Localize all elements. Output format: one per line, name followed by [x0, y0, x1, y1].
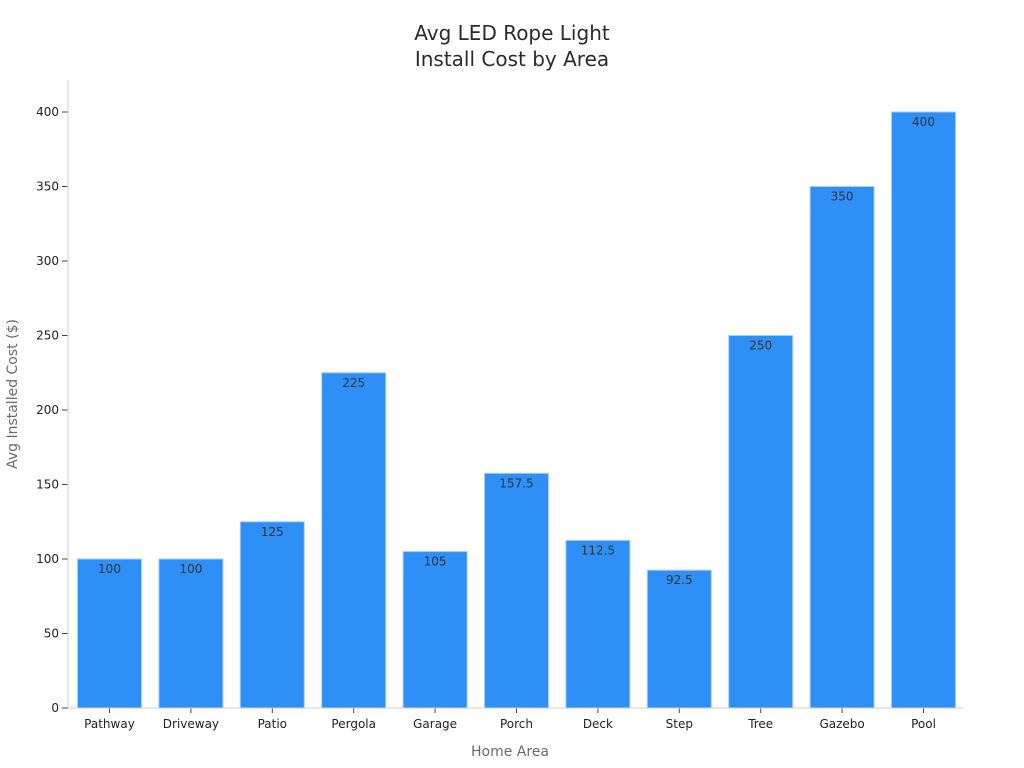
bar-tree [728, 335, 794, 709]
x-tick-label-garage: Garage [413, 717, 457, 731]
data-label-porch: 157.5 [499, 476, 533, 490]
bar-gazebo [809, 186, 875, 709]
data-label-patio: 125 [261, 525, 284, 539]
bar-deck [565, 539, 631, 709]
y-axis-ticks: 0 50 100 150 200 250 300 350 400 [36, 105, 68, 715]
bar-step [646, 569, 712, 709]
bar-pool [891, 111, 956, 709]
data-label-step: 92.5 [666, 573, 693, 587]
y-tick-label: 50 [44, 627, 59, 641]
chart-title-line-1: Avg LED Rope Light [414, 21, 610, 45]
x-tick-label-pathway: Pathway [84, 717, 135, 731]
data-label-deck: 112.5 [581, 543, 615, 557]
data-label-pergola: 225 [342, 376, 365, 390]
data-label-driveway: 100 [179, 562, 202, 576]
data-label-pool: 400 [912, 115, 935, 129]
y-tick-label: 100 [36, 552, 59, 566]
data-label-pathway: 100 [98, 562, 121, 576]
y-tick-label: 350 [36, 180, 59, 194]
bar-patio [239, 521, 305, 709]
x-tick-label-pergola: Pergola [331, 717, 376, 731]
data-label-garage: 105 [424, 555, 447, 569]
x-tick-label-driveway: Driveway [163, 717, 219, 731]
y-tick-label: 300 [36, 254, 59, 268]
chart-title-line-2: Install Cost by Area [415, 47, 609, 71]
data-label-gazebo: 350 [831, 190, 854, 204]
bars-group: 100 100 125 225 105 157.5 112.5 92.5 250 350 400 [77, 111, 956, 709]
y-tick-label: 0 [51, 701, 59, 715]
y-axis-label: Avg Installed Cost ($) [5, 319, 21, 469]
x-tick-label-step: Step [666, 717, 693, 731]
y-tick-label: 200 [36, 403, 59, 417]
x-axis-ticks: Pathway Driveway Patio Pergola Garage Porch De… [84, 708, 936, 731]
x-tick-label-pool: Pool [911, 717, 936, 731]
x-tick-label-porch: Porch [500, 717, 533, 731]
data-label-tree: 250 [749, 339, 772, 353]
bar-pathway [77, 558, 142, 709]
y-tick-label: 150 [36, 478, 59, 492]
bar-garage [402, 551, 468, 709]
bar-pergola [321, 372, 387, 709]
x-tick-label-gazebo: Gazebo [819, 717, 864, 731]
x-tick-label-tree: Tree [747, 717, 773, 731]
x-tick-label-patio: Patio [258, 717, 287, 731]
y-tick-label: 400 [36, 105, 59, 119]
y-tick-label: 250 [36, 329, 59, 343]
bar-driveway [158, 558, 224, 709]
x-tick-label-deck: Deck [583, 717, 613, 731]
bar-porch [484, 472, 549, 709]
x-axis-label: Home Area [471, 744, 549, 760]
